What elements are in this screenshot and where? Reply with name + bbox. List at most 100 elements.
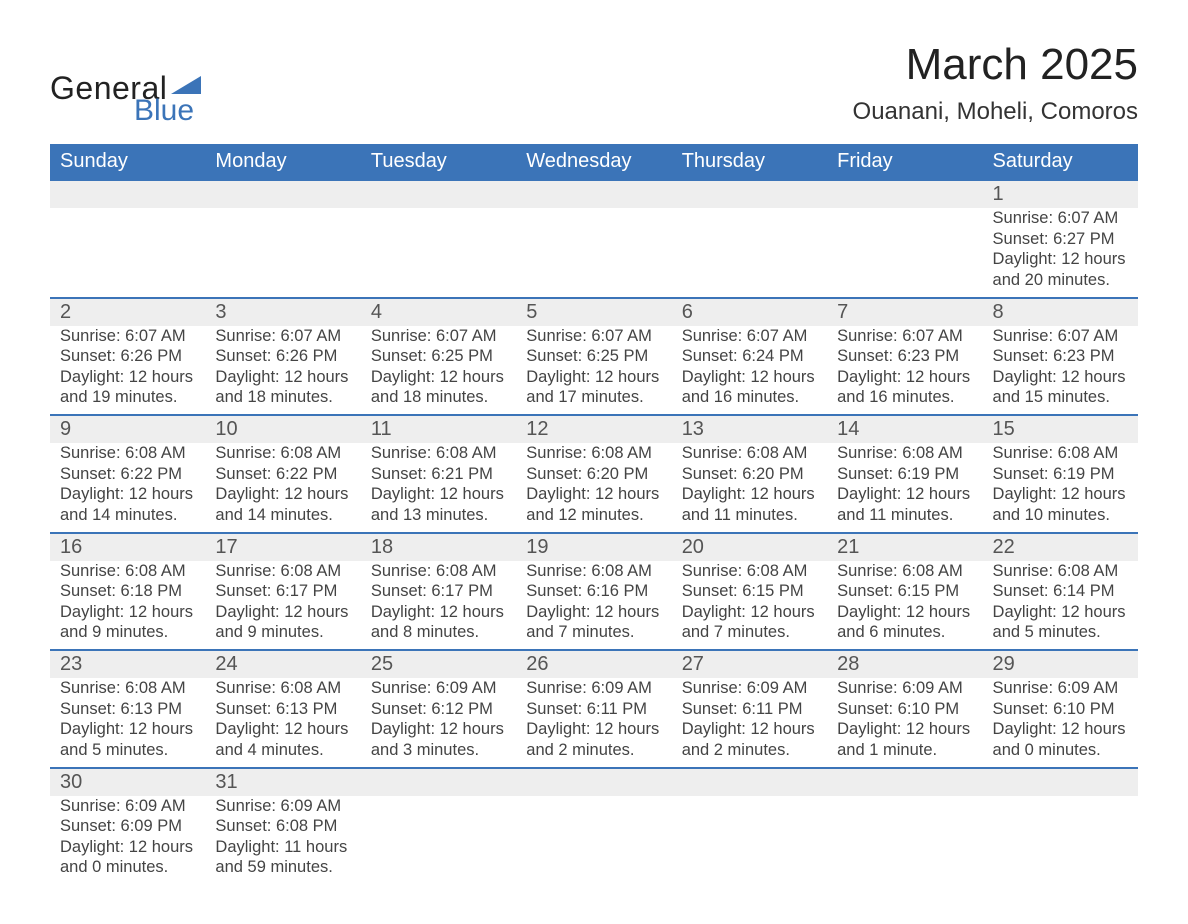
daylight-line: Daylight: 12 hours and 19 minutes. <box>60 367 195 408</box>
week-daynum-row: 23242526272829 <box>50 650 1138 678</box>
week-detail-row: Sunrise: 6:07 AMSunset: 6:27 PMDaylight:… <box>50 208 1138 298</box>
day-number: 29 <box>983 651 1138 678</box>
week-detail-row: Sunrise: 6:08 AM Sunset: 6:22 PM Daylight:… <box>50 443 1138 533</box>
day-number-cell: 28 <box>827 650 982 678</box>
day-header: Sunday <box>50 144 205 180</box>
daylight-line: Daylight: 12 hours and 3 minutes. <box>371 719 506 760</box>
daylight-line: Daylight: 12 hours and 12 minutes. <box>526 484 661 525</box>
day-number-cell: 30 <box>50 768 205 796</box>
day-number-cell <box>827 180 982 208</box>
day-number-cell: 16 <box>50 533 205 561</box>
day-detail-cell: Sunrise: 6:09 AMSunset: 6:10 PMDaylight:… <box>983 678 1138 768</box>
day-number-cell: 27 <box>672 650 827 678</box>
day-number-cell: 2 <box>50 298 205 326</box>
day-header: Wednesday <box>516 144 671 180</box>
day-number: 15 <box>983 416 1138 443</box>
daylight-line: Daylight: 12 hours and 11 minutes. <box>837 484 972 525</box>
day-number-cell <box>672 180 827 208</box>
day-detail-cell: Sunrise: 6:08 AMSunset: 6:17 PMDaylight:… <box>361 561 516 651</box>
week-detail-row: Sunrise: 6:07 AMSunset: 6:26 PMDaylight:… <box>50 326 1138 416</box>
day-detail-cell: Sunrise: 6:07 AMSunset: 6:26 PMDaylight:… <box>205 326 360 416</box>
week-daynum-row: 9101112131415 <box>50 415 1138 443</box>
day-number: 6 <box>672 299 827 326</box>
sunset-line: Sunset: 6:20 PM <box>682 464 817 485</box>
day-detail-cell: Sunrise: 6:09 AMSunset: 6:11 PMDaylight:… <box>516 678 671 768</box>
day-detail-cell <box>361 796 516 885</box>
day-header: Monday <box>205 144 360 180</box>
day-number-cell: 10 <box>205 415 360 443</box>
day-detail-cell <box>50 208 205 298</box>
day-detail-cell: Sunrise: 6:08 AMSunset: 6:22 PMDaylight:… <box>50 443 205 533</box>
day-number: 30 <box>50 769 205 796</box>
day-number: 7 <box>827 299 982 326</box>
sunrise-line: Sunrise: 6:08 AM <box>60 678 195 699</box>
day-detail-cell: Sunrise: 6:08 AMSunset: 6:17 PMDaylight:… <box>205 561 360 651</box>
sunset-line: Sunset: 6:14 PM <box>993 581 1128 602</box>
sunset-line: Sunset: 6:15 PM <box>837 581 972 602</box>
sunset-line: Sunset: 6:13 PM <box>60 699 195 720</box>
week-daynum-row: 3031 <box>50 768 1138 796</box>
daylight-line: Daylight: 12 hours and 17 minutes. <box>526 367 661 408</box>
day-detail-cell <box>361 208 516 298</box>
daylight-line: Daylight: 12 hours and 11 minutes. <box>682 484 817 525</box>
sunset-line: Sunset: 6:16 PM <box>526 581 661 602</box>
sunrise-line: Sunrise: 6:08 AM <box>526 561 661 582</box>
sunrise-line: Sunrise: 6:07 AM <box>682 326 817 347</box>
sunrise-line: Sunrise: 6:07 AM <box>837 326 972 347</box>
daylight-line: Daylight: 12 hours and 13 minutes. <box>371 484 506 525</box>
sunset-line: Sunset: 6:11 PM <box>526 699 661 720</box>
sunset-line: Sunset: 6:22 PM <box>60 464 195 485</box>
day-detail-cell: Sunrise: 6:08 AMSunset: 6:22 PMDaylight:… <box>205 443 360 533</box>
sunset-line: Sunset: 6:09 PM <box>60 816 195 837</box>
day-number-cell: 18 <box>361 533 516 561</box>
sunrise-line: Sunrise: 6:09 AM <box>371 678 506 699</box>
sunrise-line: Sunrise: 6:08 AM <box>682 561 817 582</box>
day-number-cell: 22 <box>983 533 1138 561</box>
daylight-line: Daylight: 12 hours and 0 minutes. <box>993 719 1128 760</box>
day-detail-cell <box>516 796 671 885</box>
sunrise-line: Sunrise: 6:07 AM <box>215 326 350 347</box>
day-number: 19 <box>516 534 671 561</box>
sunrise-line: Sunrise: 6:07 AM <box>526 326 661 347</box>
day-number: 11 <box>361 416 516 443</box>
header: General Blue March 2025 Ouanani, Moheli,… <box>50 40 1138 126</box>
day-number-cell: 9 <box>50 415 205 443</box>
day-number: 28 <box>827 651 982 678</box>
sunrise-line: Sunrise: 6:08 AM <box>993 561 1128 582</box>
day-number-cell: 7 <box>827 298 982 326</box>
sunrise-line: Sunrise: 6:08 AM <box>993 443 1128 464</box>
day-header-row: SundayMondayTuesdayWednesdayThursdayFrid… <box>50 144 1138 180</box>
sunset-line: Sunset: 6:15 PM <box>682 581 817 602</box>
daylight-line: Daylight: 12 hours and 20 minutes. <box>993 249 1128 290</box>
calendar-body: 1Sunrise: 6:07 AMSunset: 6:27 PMDaylight… <box>50 180 1138 884</box>
day-detail-cell: Sunrise: 6:08 AMSunset: 6:20 PMDaylight:… <box>672 443 827 533</box>
day-number-cell: 12 <box>516 415 671 443</box>
day-detail-cell: Sunrise: 6:07 AMSunset: 6:23 PMDaylight:… <box>827 326 982 416</box>
sunset-line: Sunset: 6:10 PM <box>993 699 1128 720</box>
day-number-cell: 13 <box>672 415 827 443</box>
sunset-line: Sunset: 6:26 PM <box>60 346 195 367</box>
day-detail-cell: Sunrise: 6:09 AMSunset: 6:09 PMDaylight:… <box>50 796 205 885</box>
sunset-line: Sunset: 6:11 PM <box>682 699 817 720</box>
day-detail-cell <box>516 208 671 298</box>
logo: General Blue <box>50 72 201 126</box>
day-number: 27 <box>672 651 827 678</box>
day-number-cell: 5 <box>516 298 671 326</box>
sunrise-line: Sunrise: 6:08 AM <box>60 561 195 582</box>
sunrise-line: Sunrise: 6:09 AM <box>215 796 350 817</box>
day-number-cell: 26 <box>516 650 671 678</box>
day-header: Saturday <box>983 144 1138 180</box>
day-number-cell <box>672 768 827 796</box>
daylight-line: Daylight: 12 hours and 18 minutes. <box>371 367 506 408</box>
day-detail-cell <box>205 208 360 298</box>
day-number-cell: 19 <box>516 533 671 561</box>
day-number-cell: 20 <box>672 533 827 561</box>
sunset-line: Sunset: 6:19 PM <box>837 464 972 485</box>
day-number-cell <box>205 180 360 208</box>
day-number-cell: 3 <box>205 298 360 326</box>
week-detail-row: Sunrise: 6:08 AMSunset: 6:18 PMDaylight:… <box>50 561 1138 651</box>
sunrise-line: Sunrise: 6:07 AM <box>993 326 1128 347</box>
sunset-line: Sunset: 6:22 PM <box>215 464 350 485</box>
week-detail-row: Sunrise: 6:09 AMSunset: 6:09 PMDaylight:… <box>50 796 1138 885</box>
sunset-line: Sunset: 6:12 PM <box>371 699 506 720</box>
